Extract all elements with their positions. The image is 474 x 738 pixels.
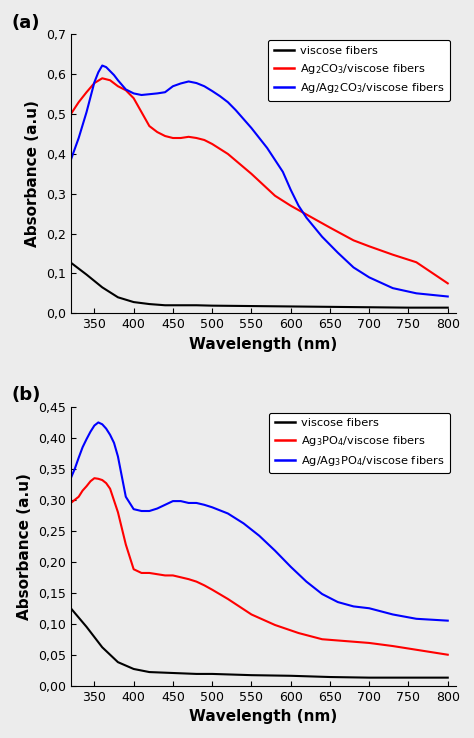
X-axis label: Wavelength (nm): Wavelength (nm)	[189, 709, 337, 724]
Y-axis label: Absorbance (a.u): Absorbance (a.u)	[18, 473, 32, 620]
Text: (a): (a)	[11, 14, 40, 32]
Legend: viscose fibers, Ag$_3$PO$_4$/viscose fibers, Ag/Ag$_3$PO$_4$/viscose fibers: viscose fibers, Ag$_3$PO$_4$/viscose fib…	[269, 413, 450, 473]
X-axis label: Wavelength (nm): Wavelength (nm)	[189, 337, 337, 351]
Y-axis label: Absorbance (a.u): Absorbance (a.u)	[26, 100, 40, 247]
Text: (b): (b)	[11, 386, 41, 404]
Legend: viscose fibers, Ag$_2$CO$_3$/viscose fibers, Ag/Ag$_2$CO$_3$/viscose fibers: viscose fibers, Ag$_2$CO$_3$/viscose fib…	[268, 40, 450, 101]
